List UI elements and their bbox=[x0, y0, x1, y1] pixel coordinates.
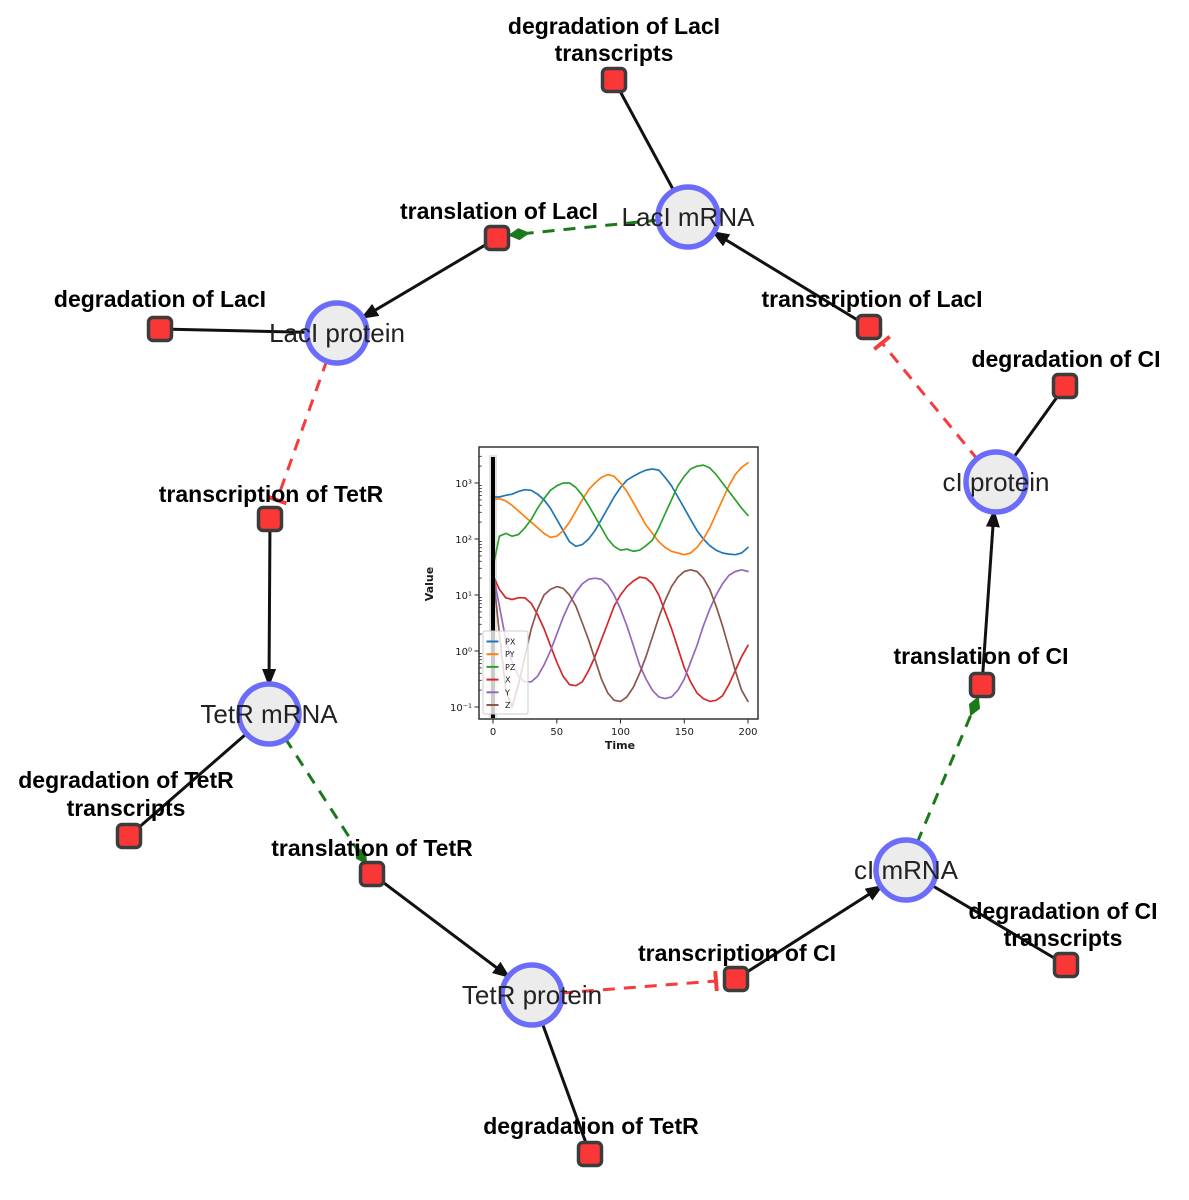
reaction-layer bbox=[115, 66, 1080, 1168]
chart-series-X bbox=[492, 574, 749, 703]
chart-frame bbox=[478, 446, 759, 720]
reaction-node-translation-laci[interactable] bbox=[483, 224, 511, 252]
edge-ciprotein-transclaci-inhibition bbox=[873, 335, 980, 461]
edge-tetrmrna-transltetr-modifier bbox=[283, 737, 368, 865]
y-tick-1e2: 10² bbox=[455, 535, 472, 546]
species-label-ci-mrna: cI mRNA bbox=[854, 855, 959, 885]
chart-y-minor-ticks bbox=[479, 455, 482, 691]
reaction-label-transcription-ci: transcription of CI bbox=[638, 940, 836, 966]
species-label-laci-mrna: LacI mRNA bbox=[622, 202, 756, 232]
label-layer: degradation of LacI transcripts translati… bbox=[18, 13, 1160, 1139]
species-node-laci-mrna[interactable] bbox=[655, 184, 721, 250]
species-node-tetr-mrna[interactable] bbox=[236, 681, 302, 747]
legend-label-X: X bbox=[505, 676, 511, 685]
reaction-label-deg-ci: degradation of CI bbox=[971, 346, 1160, 372]
chart-series-Y bbox=[492, 568, 749, 700]
reaction-node-translation-tetr[interactable] bbox=[358, 860, 386, 888]
chart-series-group bbox=[492, 461, 749, 708]
edge-transltetr-tetrprotein bbox=[371, 872, 511, 979]
x-tick-200: 200 bbox=[738, 727, 757, 738]
chart-series-PX bbox=[492, 468, 749, 556]
species-label-tetr-mrna: TetR mRNA bbox=[200, 699, 338, 729]
edge-tetrprotein-transcci-inhibition bbox=[560, 970, 719, 995]
species-node-ci-protein[interactable] bbox=[963, 449, 1029, 515]
reaction-node-transcription-ci[interactable] bbox=[722, 965, 750, 993]
edge-cimrna-translci-modifier bbox=[915, 696, 981, 844]
reaction-label-transcription-laci: transcription of LacI bbox=[761, 286, 982, 312]
species-layer bbox=[236, 184, 1029, 1028]
reaction-node-deg-laci-transcripts[interactable] bbox=[600, 66, 628, 94]
label-line: degradation of LacI bbox=[508, 13, 720, 39]
edge-transcci-cimrna bbox=[735, 884, 884, 981]
x-axis-title: Time bbox=[605, 739, 635, 752]
label-line: transcripts bbox=[1004, 925, 1123, 951]
chart-series-PY bbox=[492, 461, 749, 556]
species-node-ci-mrna[interactable] bbox=[873, 837, 939, 903]
reaction-label-deg-ci-transcripts: degradation of CI transcripts bbox=[968, 898, 1157, 951]
chart-x-axis: 0 50 100 150 200 Time bbox=[490, 719, 758, 752]
reaction-node-deg-tetr-transcripts[interactable] bbox=[115, 822, 143, 850]
reaction-node-deg-ci[interactable] bbox=[1051, 372, 1079, 400]
reaction-node-deg-laci[interactable] bbox=[146, 315, 174, 343]
label-line: degradation of TetR bbox=[18, 767, 234, 793]
x-tick-100: 100 bbox=[611, 727, 630, 738]
edge-transctetr-tetrmrna bbox=[262, 518, 277, 687]
legend-label-Y: Y bbox=[504, 688, 510, 697]
chart-series-PZ bbox=[492, 464, 749, 568]
species-label-ci-protein: cI protein bbox=[943, 467, 1050, 497]
reaction-node-deg-tetr[interactable] bbox=[576, 1140, 604, 1168]
x-tick-50: 50 bbox=[550, 727, 563, 738]
species-label-tetr-protein: TetR protein bbox=[462, 980, 602, 1010]
edge-translaci-laciprotein bbox=[360, 236, 498, 320]
label-line: transcripts bbox=[555, 40, 674, 66]
x-tick-150: 150 bbox=[675, 727, 694, 738]
reaction-label-deg-laci: degradation of LacI bbox=[54, 286, 266, 312]
species-node-laci-protein[interactable] bbox=[304, 300, 370, 366]
edge-translci-ciprotein bbox=[980, 509, 1000, 686]
chart-series-Z bbox=[492, 568, 749, 708]
species-label-laci-protein: LacI protein bbox=[269, 318, 405, 348]
reaction-node-transcription-laci[interactable] bbox=[855, 313, 883, 341]
chart-legend: PX PY PZ XYZ bbox=[482, 630, 529, 715]
legend-label-PZ: PZ bbox=[505, 663, 516, 672]
y-tick-1e3: 10³ bbox=[455, 479, 472, 490]
edge-laciprotein-transctetr-inhibition bbox=[266, 359, 329, 506]
legend-label-PX: PX bbox=[505, 638, 516, 647]
y-axis-title: Value bbox=[423, 567, 436, 601]
reaction-label-translation-ci: translation of CI bbox=[893, 643, 1068, 669]
reaction-label-deg-tetr: degradation of TetR bbox=[483, 1113, 699, 1139]
label-line: transcripts bbox=[67, 795, 186, 821]
reaction-node-transcription-tetr[interactable] bbox=[256, 505, 284, 533]
edge-lacimrna-translaci-modifier bbox=[508, 218, 660, 241]
chart-y-axis: 10³ 10² 10¹ 10⁰ 10⁻¹ Value bbox=[423, 455, 482, 714]
reaction-label-translation-laci: translation of LacI bbox=[400, 198, 598, 224]
reaction-node-deg-ci-transcripts[interactable] bbox=[1052, 951, 1080, 979]
x-tick-0: 0 bbox=[490, 727, 496, 738]
species-node-tetr-protein[interactable] bbox=[499, 962, 565, 1028]
legend-label-PY: PY bbox=[505, 650, 515, 659]
reaction-label-deg-laci-transcripts: degradation of LacI transcripts bbox=[508, 13, 720, 66]
label-line: degradation of CI bbox=[968, 898, 1157, 924]
legend-label-Z: Z bbox=[505, 701, 511, 710]
reaction-label-translation-tetr: translation of TetR bbox=[271, 835, 473, 861]
inset-chart: 10³ 10² 10¹ 10⁰ 10⁻¹ Value 0 50 100 150 … bbox=[423, 446, 759, 752]
reaction-label-transcription-tetr: transcription of TetR bbox=[159, 481, 384, 507]
y-tick-1e0: 10⁰ bbox=[455, 647, 472, 658]
edge-transclaci-lacimrna bbox=[711, 230, 870, 329]
y-tick-1e1: 10¹ bbox=[455, 591, 472, 602]
y-tick-1e-1: 10⁻¹ bbox=[450, 703, 472, 714]
reaction-node-translation-ci[interactable] bbox=[968, 671, 996, 699]
reaction-label-deg-tetr-transcripts: degradation of TetR transcripts bbox=[18, 767, 234, 821]
